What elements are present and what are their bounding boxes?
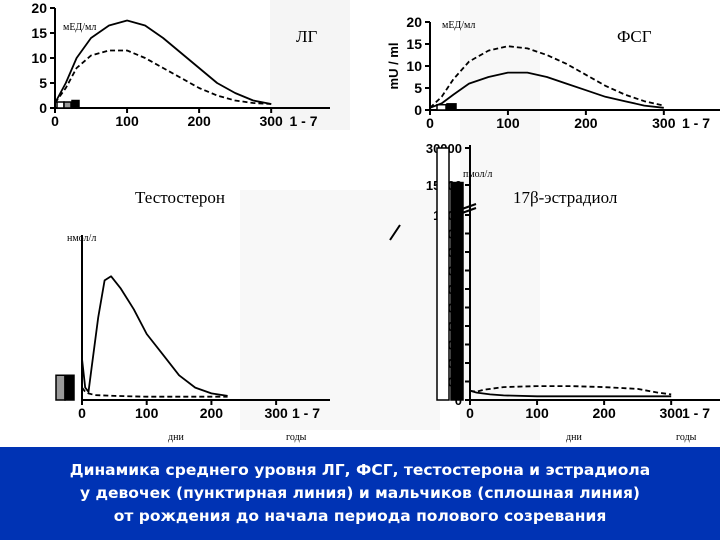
x-tick-label: 1 - 7 [682, 115, 710, 131]
x-tick-label: 0 [466, 405, 474, 421]
y-tick-label: 10 [31, 50, 47, 66]
birth-bar-white [436, 147, 450, 401]
x-tick-label: 0 [78, 405, 86, 421]
x-tick-label: 200 [592, 405, 616, 421]
x-tick-label: 300 [259, 113, 283, 129]
chart-panel-3: 0 100 200 300 1 - 7 [55, 235, 330, 421]
estradiol-x-years: годы [676, 432, 697, 443]
birth-bar-gray [55, 374, 66, 401]
caption-line-3: от рождения до начала периода полового с… [113, 507, 607, 525]
series-girls-dashed [54, 49, 272, 105]
birth-bar-white [436, 103, 447, 111]
caption-line-2: у девочек (пунктирная линия) и мальчиков… [79, 484, 641, 502]
figure-caption: Динамика среднего уровня ЛГ, ФСГ, тестос… [0, 447, 720, 540]
axis-break [461, 207, 477, 214]
series-boys-solid [469, 389, 672, 398]
series-girls-dashed [469, 385, 672, 396]
y-tick-label: 15 [31, 25, 47, 41]
axis-break-mark [389, 224, 401, 241]
y-tick-label: 10 [406, 58, 422, 74]
x-tick-label: 300 [264, 405, 288, 421]
axis-break [461, 203, 477, 210]
x-tick-label: 200 [187, 113, 211, 129]
birth-bar-black [450, 181, 464, 401]
x-tick-label: 100 [115, 113, 139, 129]
x-tick-label: 100 [135, 405, 159, 421]
series-girls-dashed [81, 387, 228, 398]
fsh-title: ФСГ [617, 27, 652, 46]
chart-panel-4: 0100200300400500600700800900100015000300… [389, 141, 720, 421]
y-tick-label: 0 [39, 100, 47, 116]
caption-line-1: Динамика среднего уровня ЛГ, ФСГ, тестос… [69, 461, 651, 479]
lh-title: ЛГ [296, 27, 318, 46]
fsh-ylabel: мЕД/мл [442, 20, 476, 31]
y-tick-label: 20 [406, 14, 422, 30]
x-tick-label: 0 [426, 115, 434, 131]
x-tick-label: 1 - 7 [292, 405, 320, 421]
series-boys-solid [429, 71, 664, 109]
y-tick-label: 20 [31, 0, 47, 16]
testosterone-title: Тестостерон [135, 188, 225, 207]
series-boys-solid [54, 19, 272, 105]
birth-bar-gray [63, 101, 72, 109]
x-tick-label: 200 [574, 115, 598, 131]
birth-bar-black [71, 99, 80, 109]
x-tick-label: 100 [496, 115, 520, 131]
x-tick-label: 1 - 7 [289, 113, 317, 129]
testosterone-ylabel: нмол/л [67, 233, 97, 244]
y-tick-label: 15 [406, 36, 422, 52]
testosterone-x-years: годы [286, 432, 307, 443]
y-tick-label: 5 [39, 75, 47, 91]
x-tick-label: 1 - 7 [682, 405, 710, 421]
y-tick-label: 0 [414, 102, 422, 118]
series-boys-solid [81, 275, 228, 397]
x-tick-label: 300 [659, 405, 683, 421]
x-tick-label: 300 [652, 115, 676, 131]
birth-bar-white [56, 101, 65, 109]
birth-bar-black [446, 103, 457, 111]
estradiol-title: 17β-эстрадиол [513, 188, 618, 207]
series-girls-dashed [429, 45, 664, 109]
x-tick-label: 200 [200, 405, 224, 421]
lh-ylabel: мЕД/мл [63, 22, 97, 33]
y-tick-label: 5 [414, 80, 422, 96]
birth-bar-black [64, 374, 75, 401]
x-tick-label: 0 [51, 113, 59, 129]
x-tick-label: 100 [525, 405, 549, 421]
fsh-axis-title: mU / ml [386, 43, 401, 90]
testosterone-x-days: дни [168, 432, 184, 443]
estradiol-ylabel: пмол/л [463, 169, 493, 180]
estradiol-x-days: дни [566, 432, 582, 443]
